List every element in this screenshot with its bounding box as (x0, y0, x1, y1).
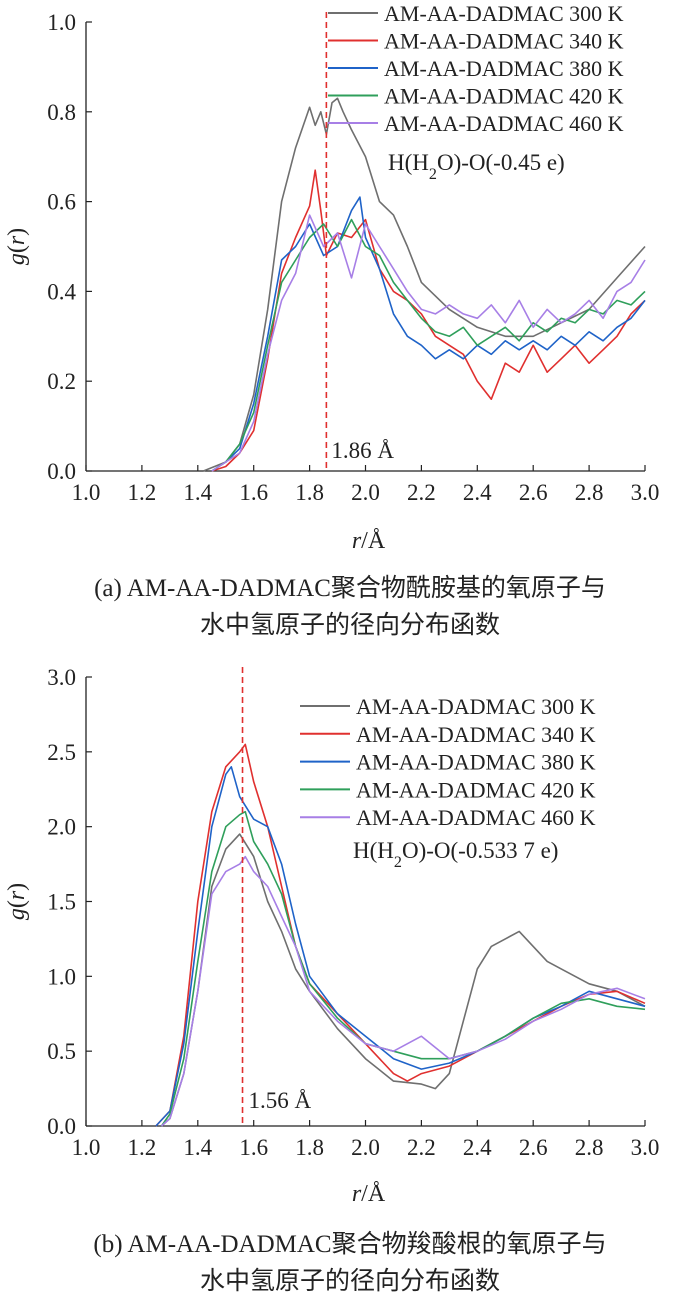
x-tick-label: 2.4 (463, 480, 492, 505)
x-tick-label: 1.0 (72, 1135, 101, 1160)
caption-a: (a) AM-AA-DADMAC聚合物酰胺基的氧原子与 水中氢原子的径向分布函数 (0, 570, 700, 644)
series-line (160, 855, 646, 1127)
y-tick-label: 2.0 (47, 815, 76, 840)
x-tick-label: 2.2 (407, 480, 436, 505)
x-tick-label: 1.6 (239, 480, 268, 505)
series-line (211, 196, 646, 472)
x-axis-label: r/Å (352, 1181, 386, 1207)
y-tick-label: 0.4 (47, 279, 76, 304)
x-tick-label: 2.0 (351, 480, 380, 505)
pair-annotation: H(H2O)-O(-0.45 e) (388, 150, 565, 183)
x-tick-label: 1.4 (183, 480, 212, 505)
series-line (211, 214, 646, 472)
x-tick-label: 3.0 (631, 1135, 660, 1160)
y-tick-label: 3.0 (47, 665, 76, 690)
y-tick-label: 0.8 (47, 100, 76, 125)
y-tick-label: 1.0 (47, 964, 76, 989)
y-axis-label: g(r) (4, 883, 30, 920)
x-tick-label: 2.0 (351, 1135, 380, 1160)
x-tick-label: 2.6 (519, 1135, 548, 1160)
legend-entry: AM-AA-DADMAC 380 K (384, 56, 624, 81)
legend-entry: AM-AA-DADMAC 460 K (384, 111, 624, 136)
pair-annotation: H(H2O)-O(-0.533 7 e) (353, 838, 558, 871)
x-tick-label: 1.8 (295, 480, 324, 505)
x-tick-label: 1.4 (183, 1135, 212, 1160)
series-line (160, 810, 646, 1127)
chart-panel-b: 1.0 1.2 1.4 1.6 1.8 2.0 2.2 2.4 2.6 2.8 3.0 0.0 0.5 1… (4, 665, 659, 1207)
legend-entry: AM-AA-DADMAC 420 K (356, 777, 596, 802)
y-tick-label: 0.5 (47, 1039, 76, 1064)
y-tick-label: 0.0 (47, 459, 76, 484)
caption-b: (b) AM-AA-DADMAC聚合物羧酸根的氧原子与 水中氢原子的径向分布函数 (0, 1226, 700, 1300)
caption-a-line-1: (a) AM-AA-DADMAC聚合物酰胺基的氧原子与 (94, 575, 606, 602)
y-tick-label: 0.6 (47, 190, 76, 215)
peak-marker-label: 1.56 Å (249, 1088, 312, 1113)
x-tick-label: 1.0 (72, 480, 101, 505)
legend-entry: AM-AA-DADMAC 300 K (356, 694, 596, 719)
x-tick-label: 1.2 (128, 1135, 157, 1160)
chart-panel-a: 1.0 1.2 1.4 1.6 1.8 2.0 2.2 2.4 2.6 2.8 3.0 0.0 0.2 0… (4, 1, 659, 554)
caption-a-line-2: 水中氢原子的径向分布函数 (199, 612, 500, 639)
legend-entry: AM-AA-DADMAC 460 K (356, 805, 596, 830)
y-tick-label: 0.0 (47, 1114, 76, 1139)
series-line (211, 169, 646, 472)
legend-entry: AM-AA-DADMAC 340 K (384, 29, 624, 54)
x-tick-label: 2.6 (519, 480, 548, 505)
legend-entry: AM-AA-DADMAC 420 K (384, 84, 624, 109)
legend-entry: AM-AA-DADMAC 300 K (384, 1, 624, 26)
series-line (211, 218, 646, 472)
x-tick-label: 2.4 (463, 1135, 492, 1160)
series-line (203, 97, 646, 472)
y-tick-label: 0.2 (47, 369, 76, 394)
legend-entry: AM-AA-DADMAC 380 K (356, 750, 596, 775)
x-tick-label: 1.2 (128, 480, 157, 505)
caption-b-line-2: 水中氢原子的径向分布函数 (199, 1268, 500, 1295)
legend-entry: AM-AA-DADMAC 340 K (356, 722, 596, 747)
caption-b-line-1: (b) AM-AA-DADMAC聚合物羧酸根的氧原子与 (93, 1231, 607, 1258)
y-tick-label: 2.5 (47, 740, 76, 765)
peak-marker-label: 1.86 Å (331, 438, 394, 463)
x-tick-label: 1.8 (295, 1135, 324, 1160)
x-tick-label: 3.0 (631, 480, 660, 505)
x-tick-label: 1.6 (239, 1135, 268, 1160)
y-axis-label: g(r) (4, 228, 30, 265)
x-tick-label: 2.2 (407, 1135, 436, 1160)
x-axis-label: r/Å (352, 528, 386, 554)
y-tick-label: 1.5 (47, 890, 76, 915)
x-tick-label: 2.8 (575, 1135, 604, 1160)
x-tick-label: 2.8 (575, 480, 604, 505)
series-line (160, 833, 646, 1127)
y-tick-label: 1.0 (47, 10, 76, 35)
